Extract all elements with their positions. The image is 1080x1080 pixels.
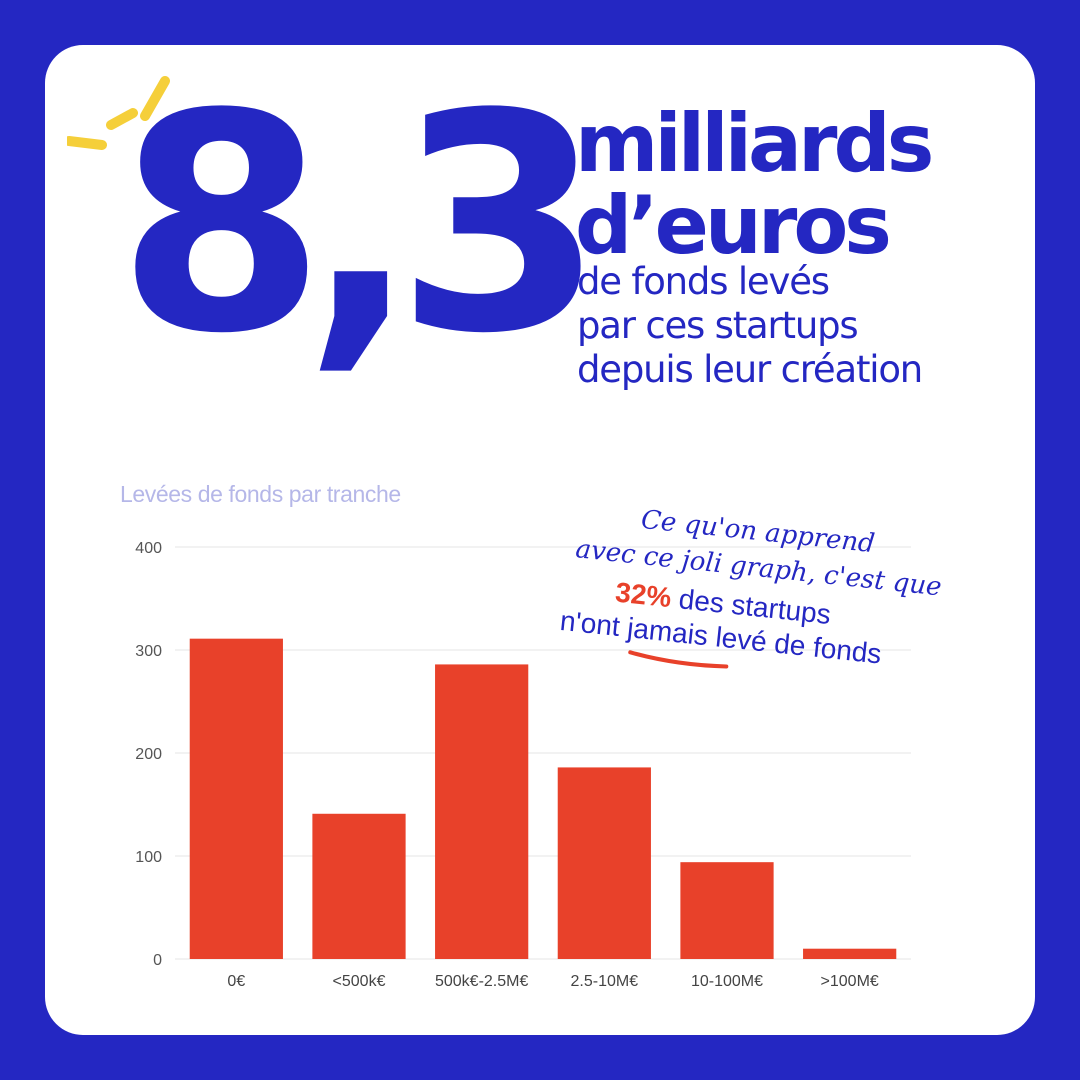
bar (189, 638, 283, 959)
x-tick-label: 10-100M€ (691, 973, 763, 990)
annotation-percentage: 32% (613, 576, 673, 614)
x-tick-label: 500k€-2.5M€ (435, 973, 528, 990)
headline-line-2: d’euros (575, 179, 892, 272)
annotation-underline (628, 650, 729, 669)
y-tick-label: 0 (153, 952, 162, 969)
big-number: 8,3 (117, 50, 604, 399)
bar (312, 813, 406, 959)
y-tick-label: 400 (135, 540, 162, 557)
bar (557, 767, 651, 959)
chart-annotation: Ce qu'on apprend avec ce joli graph, c'e… (555, 494, 992, 717)
y-tick-label: 100 (135, 849, 162, 866)
card: 8,3 milliards d’euros de fonds levés par… (45, 45, 1035, 1035)
subtitle-line-3: depuis leur création (577, 348, 923, 391)
y-tick-label: 300 (135, 643, 162, 660)
y-tick-label: 200 (135, 746, 162, 763)
x-tick-label: 2.5-10M€ (571, 973, 639, 990)
bar-chart: 0 100 200 300 400 0€ <500k€ 500k€-2.5M€ 2.5-10M€… (135, 540, 911, 990)
bar (435, 664, 529, 959)
bar (803, 948, 897, 959)
headline-line-1: milliards (575, 97, 934, 190)
headline-subtitle: de fonds levés par ces startups depuis l… (577, 260, 923, 392)
bar (680, 862, 774, 959)
sparkle-icon (67, 76, 170, 150)
subtitle-line-2: par ces startups (577, 304, 859, 347)
x-tick-label: 0€ (227, 973, 245, 990)
x-tick-label: >100M€ (821, 973, 879, 990)
annotation-line-4-a: n'ont (558, 604, 630, 643)
headline-title: milliards d’euros (575, 97, 934, 272)
x-tick-label: <500k€ (333, 973, 386, 990)
subtitle-line-1: de fonds levés (577, 260, 830, 303)
chart-title: Levées de fonds par tranche (120, 481, 401, 507)
